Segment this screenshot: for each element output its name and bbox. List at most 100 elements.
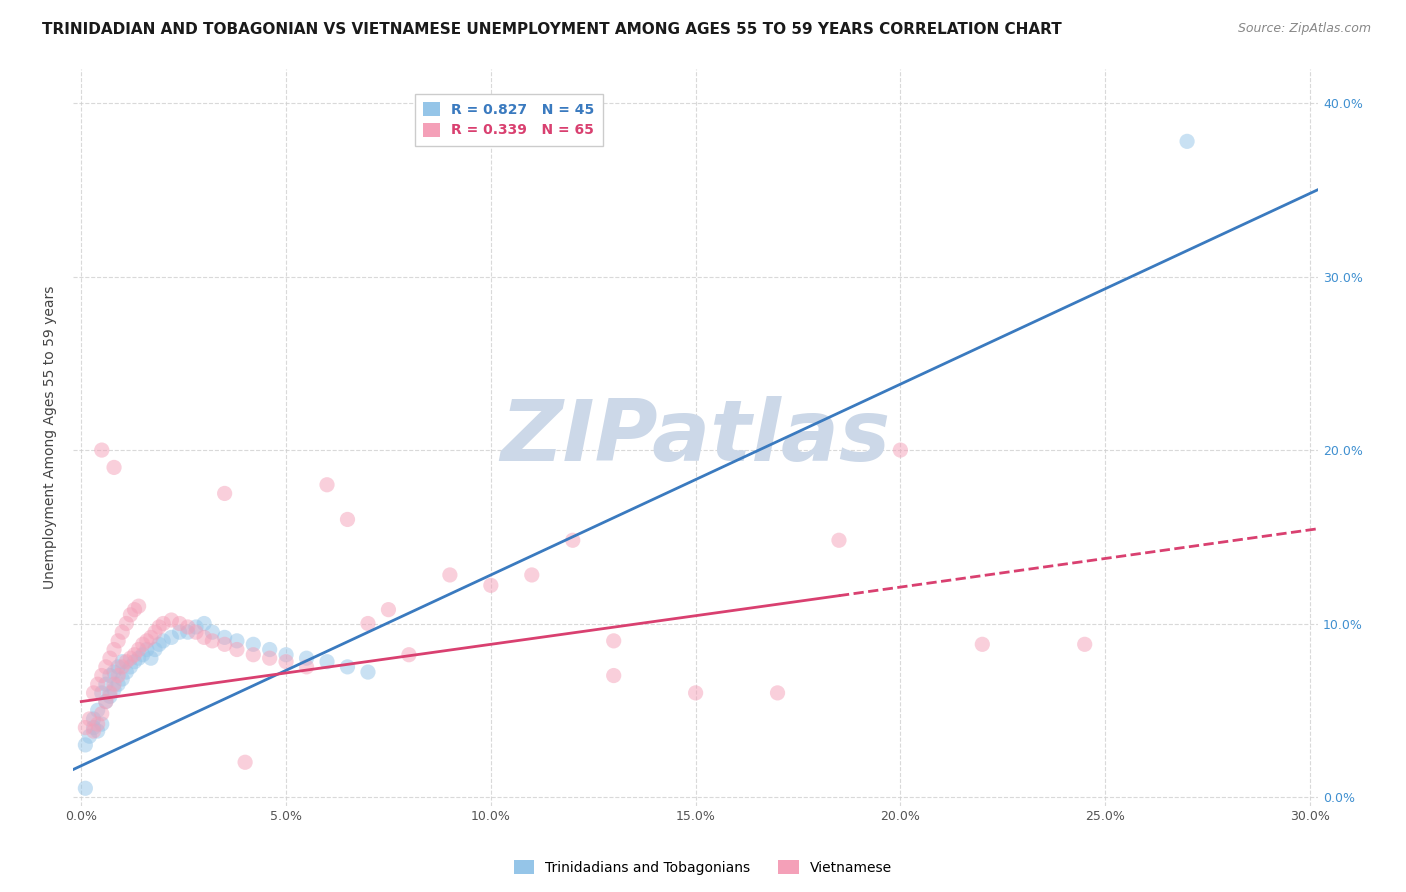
Point <box>226 633 249 648</box>
Point <box>94 677 117 691</box>
Point <box>139 651 162 665</box>
Point <box>561 533 583 548</box>
Point <box>169 625 191 640</box>
Point <box>94 694 117 708</box>
Point <box>357 665 380 679</box>
Point <box>120 651 142 665</box>
Point <box>83 721 105 735</box>
Point <box>111 660 134 674</box>
Y-axis label: Unemployment Among Ages 55 to 59 years: Unemployment Among Ages 55 to 59 years <box>44 285 58 589</box>
Point <box>86 703 108 717</box>
Point <box>193 631 215 645</box>
Point <box>184 620 207 634</box>
Point <box>107 677 129 691</box>
Point <box>479 578 502 592</box>
Point <box>98 651 121 665</box>
Point <box>160 631 183 645</box>
Point <box>128 599 150 614</box>
Point <box>75 721 97 735</box>
Point <box>75 738 97 752</box>
Point <box>242 637 264 651</box>
Point <box>295 651 318 665</box>
Point <box>242 648 264 662</box>
Point <box>169 616 191 631</box>
Point <box>685 686 707 700</box>
Point <box>152 633 174 648</box>
Point <box>143 625 166 640</box>
Point <box>201 633 224 648</box>
Point <box>107 633 129 648</box>
Point <box>336 512 359 526</box>
Point <box>143 642 166 657</box>
Point <box>75 781 97 796</box>
Point <box>132 648 155 662</box>
Point <box>98 668 121 682</box>
Point <box>83 712 105 726</box>
Point <box>177 620 200 634</box>
Point <box>177 625 200 640</box>
Point <box>766 686 789 700</box>
Point <box>124 602 146 616</box>
Point <box>139 631 162 645</box>
Point <box>115 655 138 669</box>
Point <box>79 712 101 726</box>
Point <box>274 655 297 669</box>
Text: Source: ZipAtlas.com: Source: ZipAtlas.com <box>1237 22 1371 36</box>
Point <box>233 756 256 770</box>
Point <box>115 665 138 679</box>
Point <box>86 717 108 731</box>
Point <box>90 717 112 731</box>
Point <box>103 665 125 679</box>
Point <box>226 642 249 657</box>
Point <box>132 637 155 651</box>
Point <box>111 655 134 669</box>
Point <box>439 568 461 582</box>
Point <box>152 616 174 631</box>
Point <box>135 633 157 648</box>
Point <box>602 633 624 648</box>
Point <box>214 637 236 651</box>
Point <box>316 655 339 669</box>
Point <box>83 686 105 700</box>
Point <box>1175 134 1198 148</box>
Point <box>214 486 236 500</box>
Point <box>972 637 994 651</box>
Point <box>115 616 138 631</box>
Point <box>520 568 543 582</box>
Point <box>135 642 157 657</box>
Point <box>120 660 142 674</box>
Point <box>889 443 911 458</box>
Point <box>295 660 318 674</box>
Point <box>274 648 297 662</box>
Point <box>103 460 125 475</box>
Point <box>398 648 420 662</box>
Point <box>103 677 125 691</box>
Point <box>103 682 125 697</box>
Point <box>120 607 142 622</box>
Point <box>377 602 399 616</box>
Point <box>83 724 105 739</box>
Point <box>160 613 183 627</box>
Point <box>259 651 281 665</box>
Point <box>90 443 112 458</box>
Point <box>184 625 207 640</box>
Point <box>86 677 108 691</box>
Point <box>214 631 236 645</box>
Point <box>98 686 121 700</box>
Point <box>86 724 108 739</box>
Point <box>1073 637 1095 651</box>
Legend: R = 0.827   N = 45, R = 0.339   N = 65: R = 0.827 N = 45, R = 0.339 N = 65 <box>415 94 603 145</box>
Point <box>148 620 170 634</box>
Point <box>316 477 339 491</box>
Point <box>201 625 224 640</box>
Point <box>94 660 117 674</box>
Text: ZIPatlas: ZIPatlas <box>501 395 891 479</box>
Point <box>128 651 150 665</box>
Point <box>94 694 117 708</box>
Point <box>111 672 134 686</box>
Point <box>128 642 150 657</box>
Point <box>107 668 129 682</box>
Point <box>193 616 215 631</box>
Point <box>828 533 851 548</box>
Point <box>148 637 170 651</box>
